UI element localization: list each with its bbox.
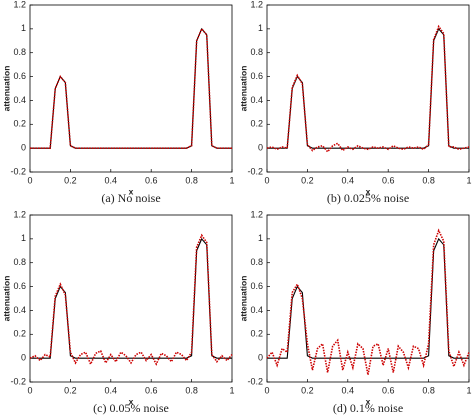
y-tick-label: 0.4 xyxy=(250,305,263,315)
y-tick-label: 0.2 xyxy=(250,119,263,129)
x-axis-label: x xyxy=(129,186,134,196)
x-tick-label: 0.8 xyxy=(422,175,435,185)
y-tick-label: 0 xyxy=(21,143,26,153)
plot-area xyxy=(266,4,470,173)
y-tick-label: 1.2 xyxy=(250,209,263,219)
y-tick-label: -0.2 xyxy=(247,376,263,386)
caption: (b) 0.025% noise xyxy=(327,191,409,205)
y-tick-label: 1 xyxy=(21,233,26,243)
reconstruction-line xyxy=(266,228,470,375)
x-tick-label: 0.4 xyxy=(342,175,355,185)
y-tick-label: 0 xyxy=(258,143,263,153)
y-tick-label: 0.6 xyxy=(250,281,263,291)
reconstruction-line xyxy=(29,233,233,367)
y-axis-label: attenuation xyxy=(238,276,248,322)
x-tick-label: 0.4 xyxy=(342,385,355,395)
y-tick-label: 0.8 xyxy=(13,47,26,57)
x-axis-label: x xyxy=(129,396,134,406)
plot-area xyxy=(29,4,233,173)
y-tick-label: -0.2 xyxy=(247,166,263,176)
x-tick-label: 1 xyxy=(229,175,234,185)
plot-area xyxy=(266,214,470,383)
y-tick-label: -0.2 xyxy=(10,376,26,386)
x-tick-label: 0 xyxy=(264,175,269,185)
y-tick-label: 0.8 xyxy=(250,47,263,57)
x-axis-label: x xyxy=(366,396,371,406)
x-tick-label: 0.2 xyxy=(301,175,314,185)
x-tick-label: 0.6 xyxy=(145,175,158,185)
x-tick-label: 0 xyxy=(27,175,32,185)
y-tick-label: 1.2 xyxy=(250,0,263,9)
x-axis-label: x xyxy=(366,186,371,196)
true-line xyxy=(30,237,232,359)
y-tick-label: 1 xyxy=(258,23,263,33)
y-tick-label: 1 xyxy=(21,23,26,33)
y-tick-label: 0.6 xyxy=(13,71,26,81)
y-tick-label: 0.4 xyxy=(13,305,26,315)
y-tick-label: 0.2 xyxy=(13,119,26,129)
x-tick-label: 0.2 xyxy=(64,385,77,395)
y-tick-label: 0.8 xyxy=(250,257,263,267)
caption: (c) 0.05% noise xyxy=(93,401,169,415)
panel: 0 0.2 0.4 0.6 0.8 1-0.200.20.40.60.811.2xatte… xyxy=(238,0,471,205)
y-axis-label: attenuation xyxy=(238,66,248,112)
x-tick-label: 0.6 xyxy=(382,385,395,395)
x-tick-label: 1 xyxy=(466,175,471,185)
panel: 0 0.2 0.4 0.6 0.8 1-0.200.20.40.60.811.2xatte… xyxy=(238,209,471,414)
caption: (a) No noise xyxy=(101,191,160,205)
true-line xyxy=(267,237,469,359)
y-tick-label: 0.6 xyxy=(250,71,263,81)
y-tick-label: 1.2 xyxy=(13,209,26,219)
y-tick-label: 1 xyxy=(258,233,263,243)
y-tick-label: 0 xyxy=(258,353,263,363)
y-tick-label: 0.2 xyxy=(13,329,26,339)
y-tick-label: 1.2 xyxy=(13,0,26,9)
x-tick-label: 0.2 xyxy=(301,385,314,395)
y-axis-label: attenuation xyxy=(1,276,11,322)
x-tick-label: 0.6 xyxy=(145,385,158,395)
x-tick-label: 1 xyxy=(466,385,471,395)
reconstruction-line xyxy=(266,24,470,153)
y-tick-label: 0.2 xyxy=(250,329,263,339)
y-tick-label: 0.4 xyxy=(250,95,263,105)
panel: 0 0.2 0.4 0.6 0.8 1-0.200.20.40.60.811.2xatte… xyxy=(1,209,234,414)
caption: (d) 0.1% noise xyxy=(333,401,403,415)
y-tick-label: -0.2 xyxy=(10,166,26,176)
x-tick-label: 0.4 xyxy=(105,175,118,185)
y-tick-label: 0.6 xyxy=(13,281,26,291)
x-tick-label: 0.8 xyxy=(185,385,198,395)
x-tick-label: 0 xyxy=(27,385,32,395)
y-tick-label: 0.4 xyxy=(13,95,26,105)
reconstruction-line xyxy=(30,27,232,149)
x-tick-label: 0.2 xyxy=(64,175,77,185)
y-tick-label: 0.8 xyxy=(13,257,26,267)
x-tick-label: 1 xyxy=(229,385,234,395)
x-tick-label: 0 xyxy=(264,385,269,395)
y-axis-label: attenuation xyxy=(1,66,11,112)
x-tick-label: 0.4 xyxy=(105,385,118,395)
y-tick-label: 0 xyxy=(21,353,26,363)
x-tick-label: 0.6 xyxy=(382,175,395,185)
x-tick-label: 0.8 xyxy=(422,385,435,395)
panel: 0 0.2 0.4 0.6 0.8 1-0.200.20.40.60.811.2xatte… xyxy=(1,0,234,205)
x-tick-label: 0.8 xyxy=(185,175,198,185)
